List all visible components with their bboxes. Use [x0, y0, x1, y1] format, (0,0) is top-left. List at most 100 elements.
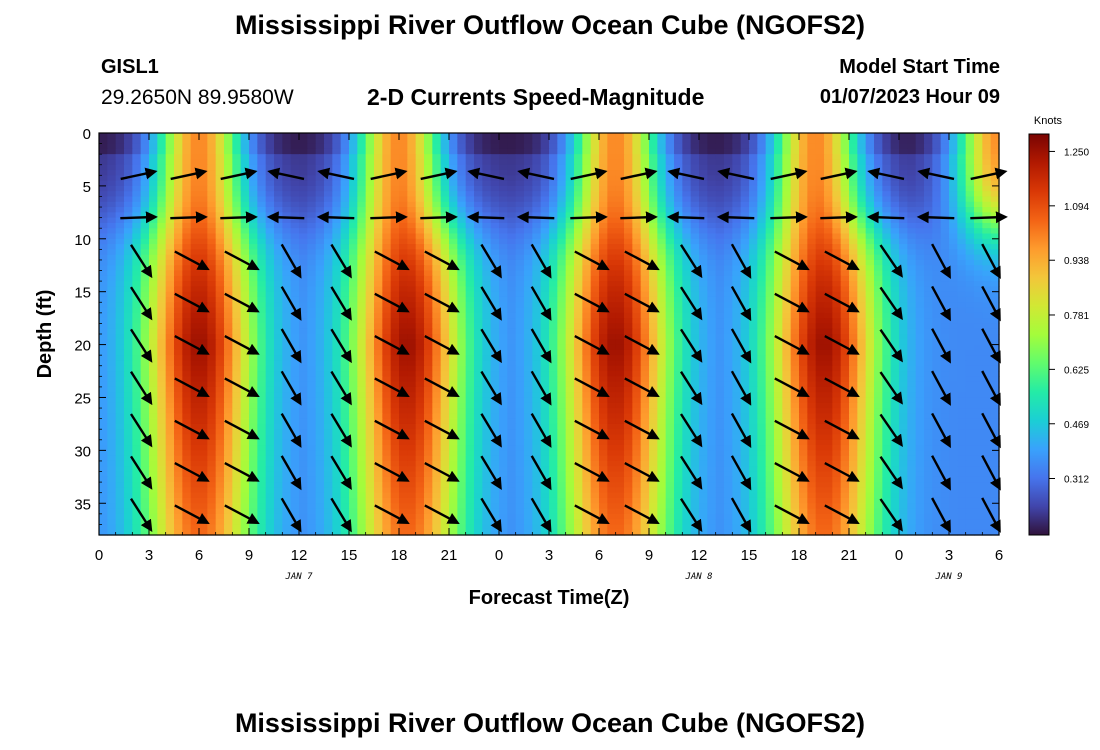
lower-current-arrow: [280, 328, 302, 364]
x-tick-label: 15: [341, 547, 358, 564]
upper-current-arrow: [620, 211, 658, 224]
y-tick-label: 15: [74, 285, 91, 302]
lower-current-arrow: [480, 455, 502, 490]
y-tick-label: 5: [83, 179, 91, 196]
lower-current-arrow: [480, 286, 502, 321]
lower-current-arrow: [981, 243, 1001, 279]
lower-current-arrow: [224, 335, 260, 355]
upper-current-arrow: [717, 167, 755, 181]
lower-current-arrow: [330, 413, 352, 448]
lower-current-arrow: [330, 455, 352, 490]
lower-current-arrow: [374, 377, 410, 397]
colorbar-tick-label: 0.625: [1064, 365, 1089, 376]
lower-current-arrow: [174, 419, 210, 440]
lower-current-arrow: [824, 504, 860, 524]
lower-current-arrow: [931, 497, 951, 533]
lower-current-arrow: [174, 335, 210, 355]
colorbar-tick-label: 0.469: [1064, 420, 1089, 431]
lower-current-arrow: [280, 370, 302, 406]
lower-current-arrow: [174, 462, 210, 482]
lower-current-arrow: [981, 328, 1001, 364]
lower-current-arrow: [129, 244, 153, 279]
lower-current-arrow: [879, 371, 903, 405]
upper-current-arrow: [770, 167, 808, 181]
lower-current-arrow: [129, 371, 153, 406]
lower-current-arrow: [574, 292, 610, 313]
lower-current-arrow: [174, 292, 210, 313]
x-tick-label: 6: [195, 547, 203, 564]
lower-current-arrow: [981, 285, 1001, 322]
lower-current-arrow: [129, 498, 153, 533]
x-tick-label: 3: [145, 547, 153, 564]
lower-current-arrow: [679, 328, 703, 363]
lower-current-arrow: [424, 419, 460, 440]
lower-current-arrow: [931, 370, 951, 406]
lower-current-arrow: [774, 504, 810, 524]
lower-current-arrow: [981, 497, 1001, 533]
upper-current-arrow: [220, 211, 258, 224]
upper-current-arrow: [570, 211, 608, 224]
lower-current-arrow: [574, 504, 610, 524]
lower-current-arrow: [981, 412, 1001, 449]
model-start-label: Model Start Time: [839, 56, 1000, 78]
chart-title: Mississippi River Outflow Ocean Cube (NG…: [234, 10, 866, 40]
upper-current-arrow: [516, 211, 555, 224]
lower-current-arrow: [224, 377, 260, 397]
lower-current-arrow: [774, 250, 810, 271]
lower-current-arrow: [574, 250, 610, 271]
upper-current-arrow: [820, 167, 858, 181]
lower-current-arrow: [624, 419, 660, 440]
y-tick-label: 20: [74, 338, 91, 355]
lower-current-arrow: [824, 462, 860, 482]
lower-current-arrow: [774, 335, 810, 355]
model-start-value: 01/07/2023 Hour 09: [819, 86, 1000, 108]
lower-current-arrow: [824, 250, 860, 271]
lower-current-arrow: [879, 456, 903, 490]
upper-current-arrow: [120, 211, 158, 224]
lower-current-arrow: [879, 329, 903, 363]
upper-current-arrow: [120, 167, 158, 181]
x-day-label: JAN 7: [284, 572, 313, 582]
lower-current-arrow: [730, 286, 752, 322]
colorbar-tick-label: 0.938: [1064, 256, 1089, 267]
colorbar: [1028, 133, 1050, 536]
lower-current-arrow: [424, 504, 460, 524]
x-tick-label: 0: [95, 547, 103, 564]
colorbar-ticks: 1.250 1.094 0.938 0.781 0.625 0.469 0.312: [1049, 147, 1089, 486]
lower-current-arrow: [129, 455, 153, 490]
lower-current-arrow: [774, 377, 810, 397]
lower-current-arrow: [774, 462, 810, 482]
lower-current-arrow: [679, 371, 703, 406]
speed-heatmap: [99, 133, 1000, 536]
lower-current-arrow: [224, 250, 260, 271]
upper-current-arrow: [667, 167, 705, 181]
lower-current-arrow: [424, 250, 460, 271]
x-tick-label: 12: [691, 547, 708, 564]
x-tick-label: 6: [995, 547, 1003, 564]
lower-current-arrow: [174, 377, 210, 397]
upper-current-arrow: [917, 167, 955, 181]
lower-current-arrow: [574, 419, 610, 440]
lower-current-arrow: [374, 335, 410, 355]
lower-current-arrow: [574, 377, 610, 397]
upper-current-arrow: [317, 167, 355, 181]
lower-current-arrow: [330, 370, 352, 406]
upper-current-arrow: [370, 167, 408, 181]
lower-current-arrow: [530, 455, 552, 491]
lower-current-arrow: [174, 504, 210, 524]
lower-current-arrow: [480, 497, 502, 533]
lower-current-arrow: [824, 377, 860, 397]
upper-current-arrow: [220, 167, 258, 181]
x-tick-label: 3: [545, 547, 553, 564]
lower-current-arrow: [174, 250, 210, 271]
y-tick-label: 35: [74, 496, 91, 513]
lower-current-arrow: [280, 243, 302, 279]
lower-current-arrow: [730, 412, 752, 449]
colorbar-tick-label: 1.094: [1064, 202, 1089, 213]
upper-current-arrow: [170, 211, 208, 224]
lower-current-arrow: [730, 328, 752, 364]
lower-current-arrow: [679, 244, 703, 279]
lower-current-arrow: [931, 285, 951, 322]
station-coordinates: 29.2650N 89.9580W: [101, 86, 294, 109]
